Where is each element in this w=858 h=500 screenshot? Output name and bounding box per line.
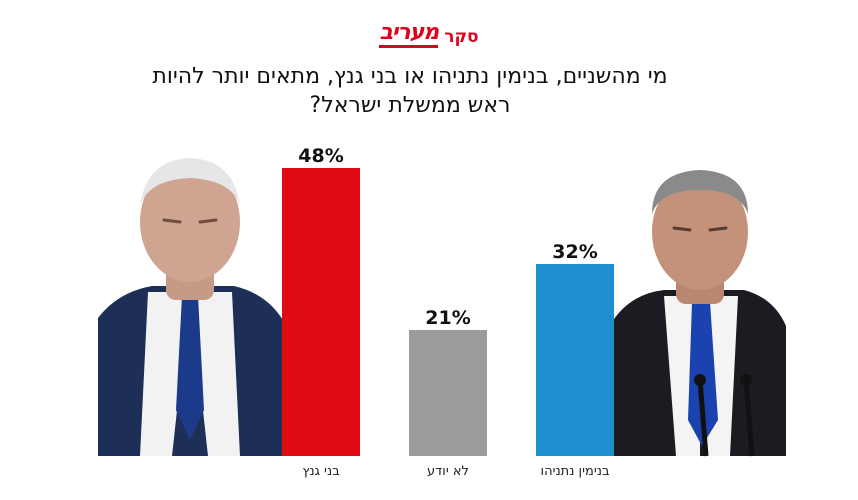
value-label-netanyahu: 32%	[552, 241, 597, 263]
value-label-gantz: 48%	[298, 145, 343, 167]
logo-poll-word: סקר	[444, 27, 479, 47]
bar-gantz	[282, 168, 360, 456]
left-portrait	[98, 158, 284, 456]
logo-maariv: מעריב	[379, 22, 439, 48]
right-portrait	[612, 170, 786, 457]
chart-title: מי מהשניים, בנימין נתניהו או בני גנץ, מת…	[152, 64, 668, 118]
value-label-dont-know: 21%	[425, 307, 470, 329]
bar-netanyahu	[536, 264, 614, 456]
category-labels-group: בני גנץ לא יודע בנימין נתניהו	[302, 464, 609, 479]
category-label-dont-know: לא יודע	[427, 464, 469, 479]
category-label-netanyahu: בנימין נתניהו	[541, 464, 610, 479]
bar-dont-know	[409, 330, 487, 456]
bars-group	[282, 168, 614, 456]
poll-logo: סקר מעריב	[0, 22, 858, 48]
category-label-gantz: בני גנץ	[302, 464, 339, 479]
value-labels-group: 48% 21% 32%	[298, 145, 597, 329]
